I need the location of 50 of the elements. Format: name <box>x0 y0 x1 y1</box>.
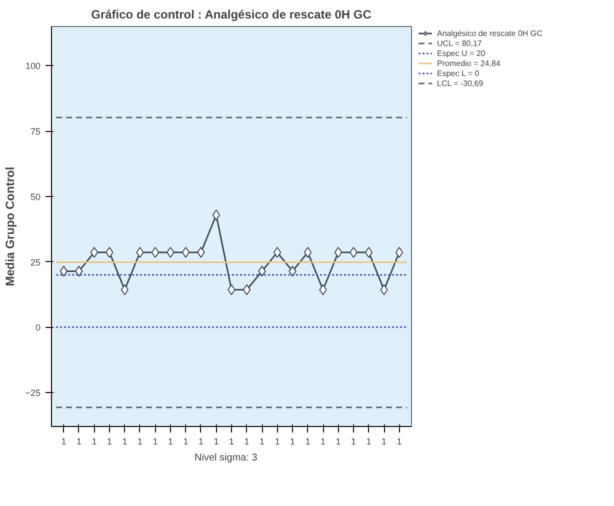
y-tick-label: 100 <box>25 61 41 72</box>
x-tick-label: 1 <box>228 436 234 446</box>
x-tick-label: 1 <box>244 436 250 446</box>
y-tick-label: 25 <box>30 257 41 268</box>
x-tick-label: 1 <box>290 436 296 446</box>
legend-label: Analgésico de rescate 0H GC <box>437 28 542 38</box>
x-tick-label: 1 <box>320 436 326 446</box>
x-tick-label: 1 <box>152 436 158 446</box>
x-tick-label: 1 <box>274 436 280 446</box>
legend-label: LCL = -30,69 <box>437 78 484 88</box>
legend-label: Espec L = 0 <box>437 68 480 78</box>
point <box>395 246 404 258</box>
legend-label: Espec U = 20 <box>437 48 486 58</box>
x-tick-label: 1 <box>168 436 173 446</box>
x-tick-label: 1 <box>183 436 188 446</box>
x-tick-label: 1 <box>106 436 112 446</box>
x-tick-label: 1 <box>382 436 387 446</box>
x-tick-label: 1 <box>396 436 402 446</box>
legend-label: Promedio = 24,84 <box>437 58 500 68</box>
point <box>212 209 220 220</box>
x-tick-label: 1 <box>214 436 219 446</box>
x-tick-label: 1 <box>122 436 128 446</box>
point <box>334 246 342 258</box>
y-tick-label: 0 <box>35 322 41 333</box>
chart-title: Gráfico de control : Analgésico de rescate 0H GC <box>91 8 372 22</box>
x-tick-label: 1 <box>92 436 97 446</box>
y-tick-label: −25 <box>25 388 41 398</box>
x-tick-label: 1 <box>336 436 341 446</box>
x-tick-label: 1 <box>366 436 372 446</box>
x-tick-label: 1 <box>198 436 204 446</box>
y-tick-label: 50 <box>30 192 41 202</box>
point <box>182 246 190 258</box>
point <box>273 246 282 258</box>
x-tick-label: 1 <box>260 436 265 446</box>
x-tick-label: 1 <box>76 436 82 446</box>
point <box>151 246 160 258</box>
x-tick-label: 1 <box>137 436 142 446</box>
point <box>90 246 98 258</box>
point <box>60 266 68 277</box>
point <box>304 246 312 258</box>
point <box>120 284 129 296</box>
x-tick-label: 1 <box>305 436 310 446</box>
y-tick-label: 75 <box>30 126 41 137</box>
point <box>364 246 373 258</box>
x-axis-title: Nivel sigma: 3 <box>194 452 258 464</box>
x-tick-label: 1 <box>351 436 356 446</box>
y-axis-title: Media Grupo Control <box>3 166 18 286</box>
point <box>242 284 251 296</box>
x-tick-label: 1 <box>61 436 66 446</box>
legend-label: UCL = 80,17 <box>437 38 482 48</box>
